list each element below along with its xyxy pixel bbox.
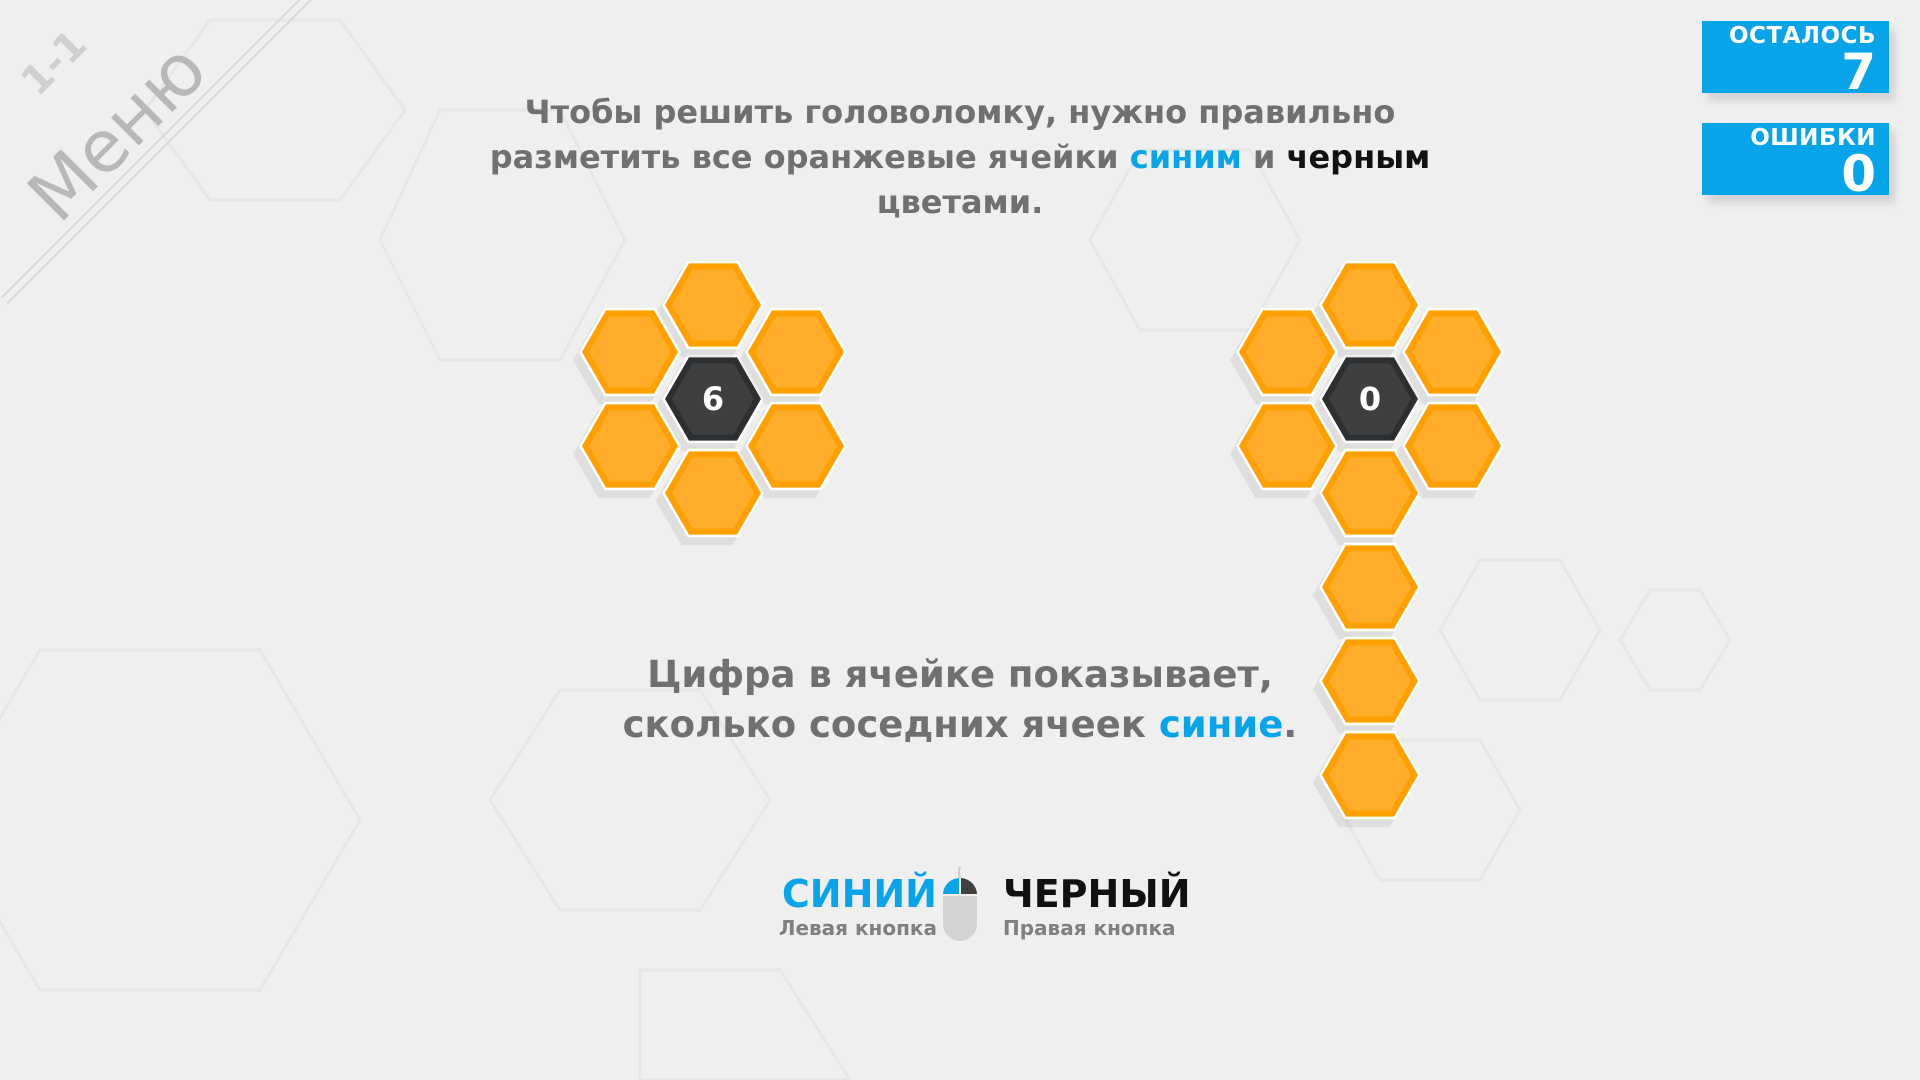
orange-cell[interactable] xyxy=(1230,401,1338,499)
intro-black-word: черным xyxy=(1286,138,1431,176)
orange-cell[interactable] xyxy=(573,401,681,499)
orange-cell[interactable] xyxy=(656,448,764,546)
orange-cell[interactable] xyxy=(1396,307,1504,405)
orange-cell[interactable] xyxy=(1396,401,1504,499)
orange-cell[interactable] xyxy=(1313,448,1421,546)
hint-part: Цифра в ячейке показывает, сколько сосед… xyxy=(622,653,1273,746)
orange-cell[interactable] xyxy=(1313,542,1421,640)
orange-cell[interactable] xyxy=(1230,307,1338,405)
intro-blue-word: синим xyxy=(1129,138,1242,176)
cell-number: 0 xyxy=(1359,380,1381,418)
orange-cell[interactable] xyxy=(573,307,681,405)
remaining-label: ОСТАЛОСЬ xyxy=(1729,23,1876,49)
intro-part: Чтобы решить головоломку, нужно правильн… xyxy=(489,93,1396,176)
remaining-value: 7 xyxy=(1841,43,1876,101)
right-button-label: Правая кнопка xyxy=(1003,916,1176,940)
orange-cell[interactable] xyxy=(739,307,847,405)
left-click-legend: СИНИЙ Левая кнопка xyxy=(779,872,937,940)
intro-end: цветами. xyxy=(876,183,1044,221)
puzzle-1: 6 xyxy=(573,260,847,546)
orange-cell[interactable] xyxy=(739,401,847,499)
mouse-icon xyxy=(943,866,977,941)
blue-label: СИНИЙ xyxy=(781,872,937,916)
mistakes-label: ОШИБКИ xyxy=(1750,125,1876,151)
orange-cell[interactable] xyxy=(656,260,764,358)
orange-cell[interactable] xyxy=(1313,260,1421,358)
intro-and: и xyxy=(1241,138,1287,176)
mistakes-value: 0 xyxy=(1841,145,1876,203)
remaining-counter: ОСТАЛОСЬ 7 xyxy=(1702,21,1889,101)
cell-number: 6 xyxy=(702,380,724,418)
hint-end: . xyxy=(1283,703,1298,746)
number-cell[interactable]: 6 xyxy=(656,354,764,452)
orange-cell[interactable] xyxy=(1313,636,1421,734)
right-click-legend: ЧЕРНЫЙ Правая кнопка xyxy=(1003,872,1191,940)
mistakes-counter: ОШИБКИ 0 xyxy=(1702,123,1889,203)
intro-text: Чтобы решить головоломку, нужно правильн… xyxy=(460,90,1460,225)
hint-blue-word: синие xyxy=(1158,703,1284,746)
left-button-label: Левая кнопка xyxy=(778,916,937,940)
orange-cell[interactable] xyxy=(1313,730,1421,828)
number-cell[interactable]: 0 xyxy=(1313,354,1421,452)
puzzle-2: 0 xyxy=(1230,260,1504,828)
black-label: ЧЕРНЫЙ xyxy=(1003,872,1191,916)
hint-text: Цифра в ячейке показывает, сколько сосед… xyxy=(560,650,1360,750)
